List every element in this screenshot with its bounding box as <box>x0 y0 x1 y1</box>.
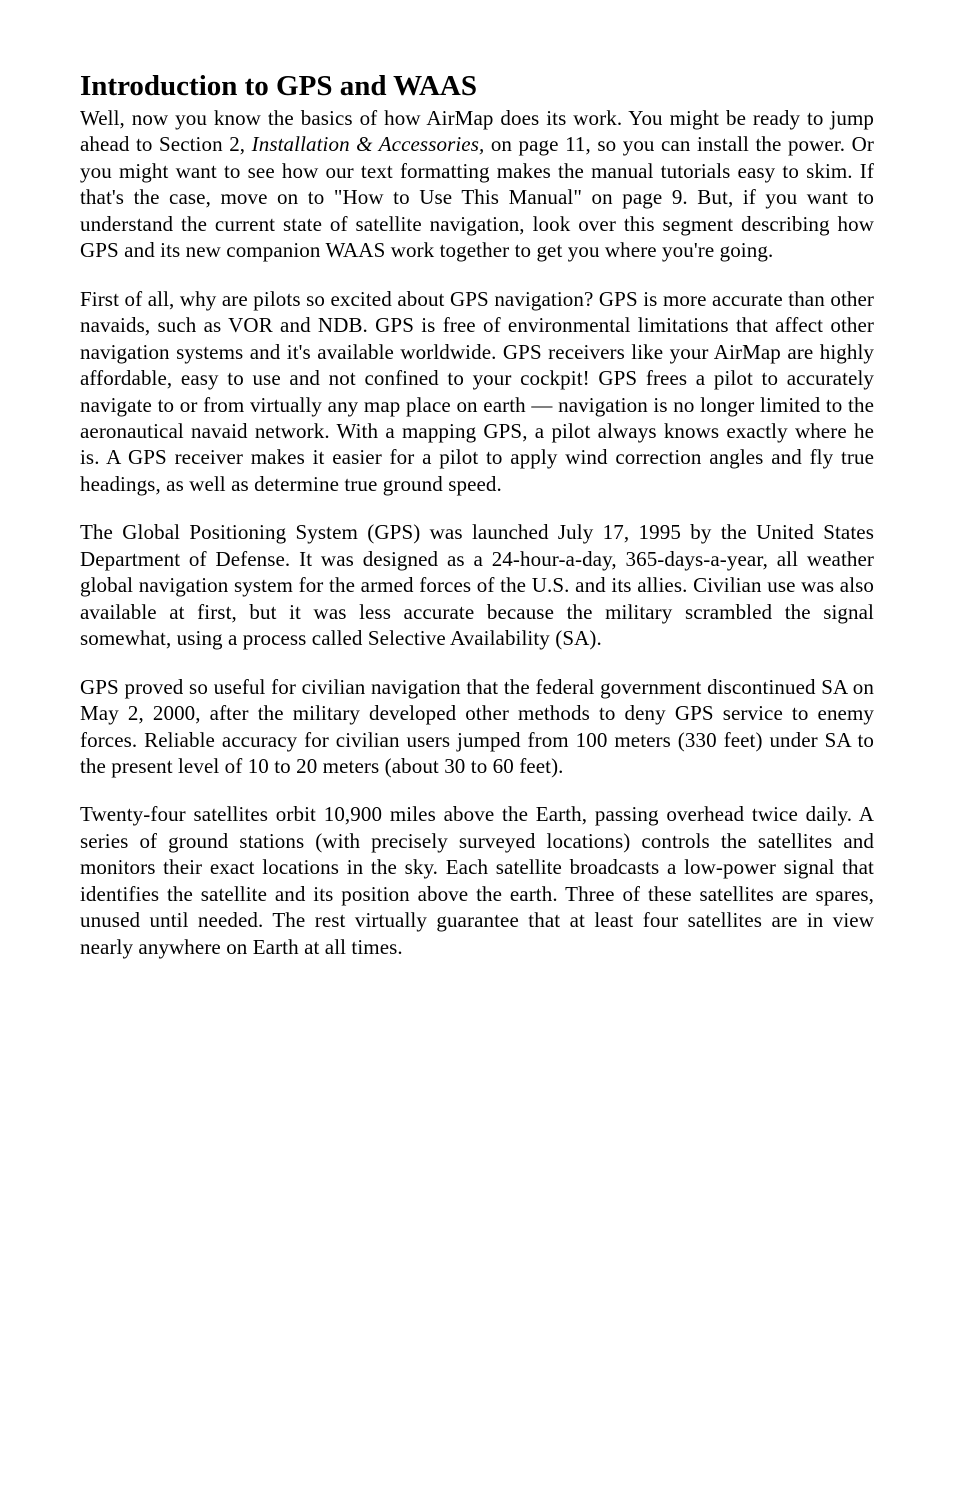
document-page: Introduction to GPS and WAAS Well, now y… <box>0 0 954 1062</box>
paragraph-2: First of all, why are pilots so excited … <box>80 286 874 498</box>
paragraph-3: The Global Positioning System (GPS) was … <box>80 519 874 651</box>
paragraph-4: GPS proved so useful for civilian naviga… <box>80 674 874 780</box>
paragraph-5: Twenty-four satellites orbit 10,900 mile… <box>80 801 874 960</box>
section-heading: Introduction to GPS and WAAS <box>80 70 874 103</box>
paragraph-1-italic: Installation & Accessories, <box>252 132 485 156</box>
paragraph-1: Well, now you know the basics of how Air… <box>80 105 874 264</box>
